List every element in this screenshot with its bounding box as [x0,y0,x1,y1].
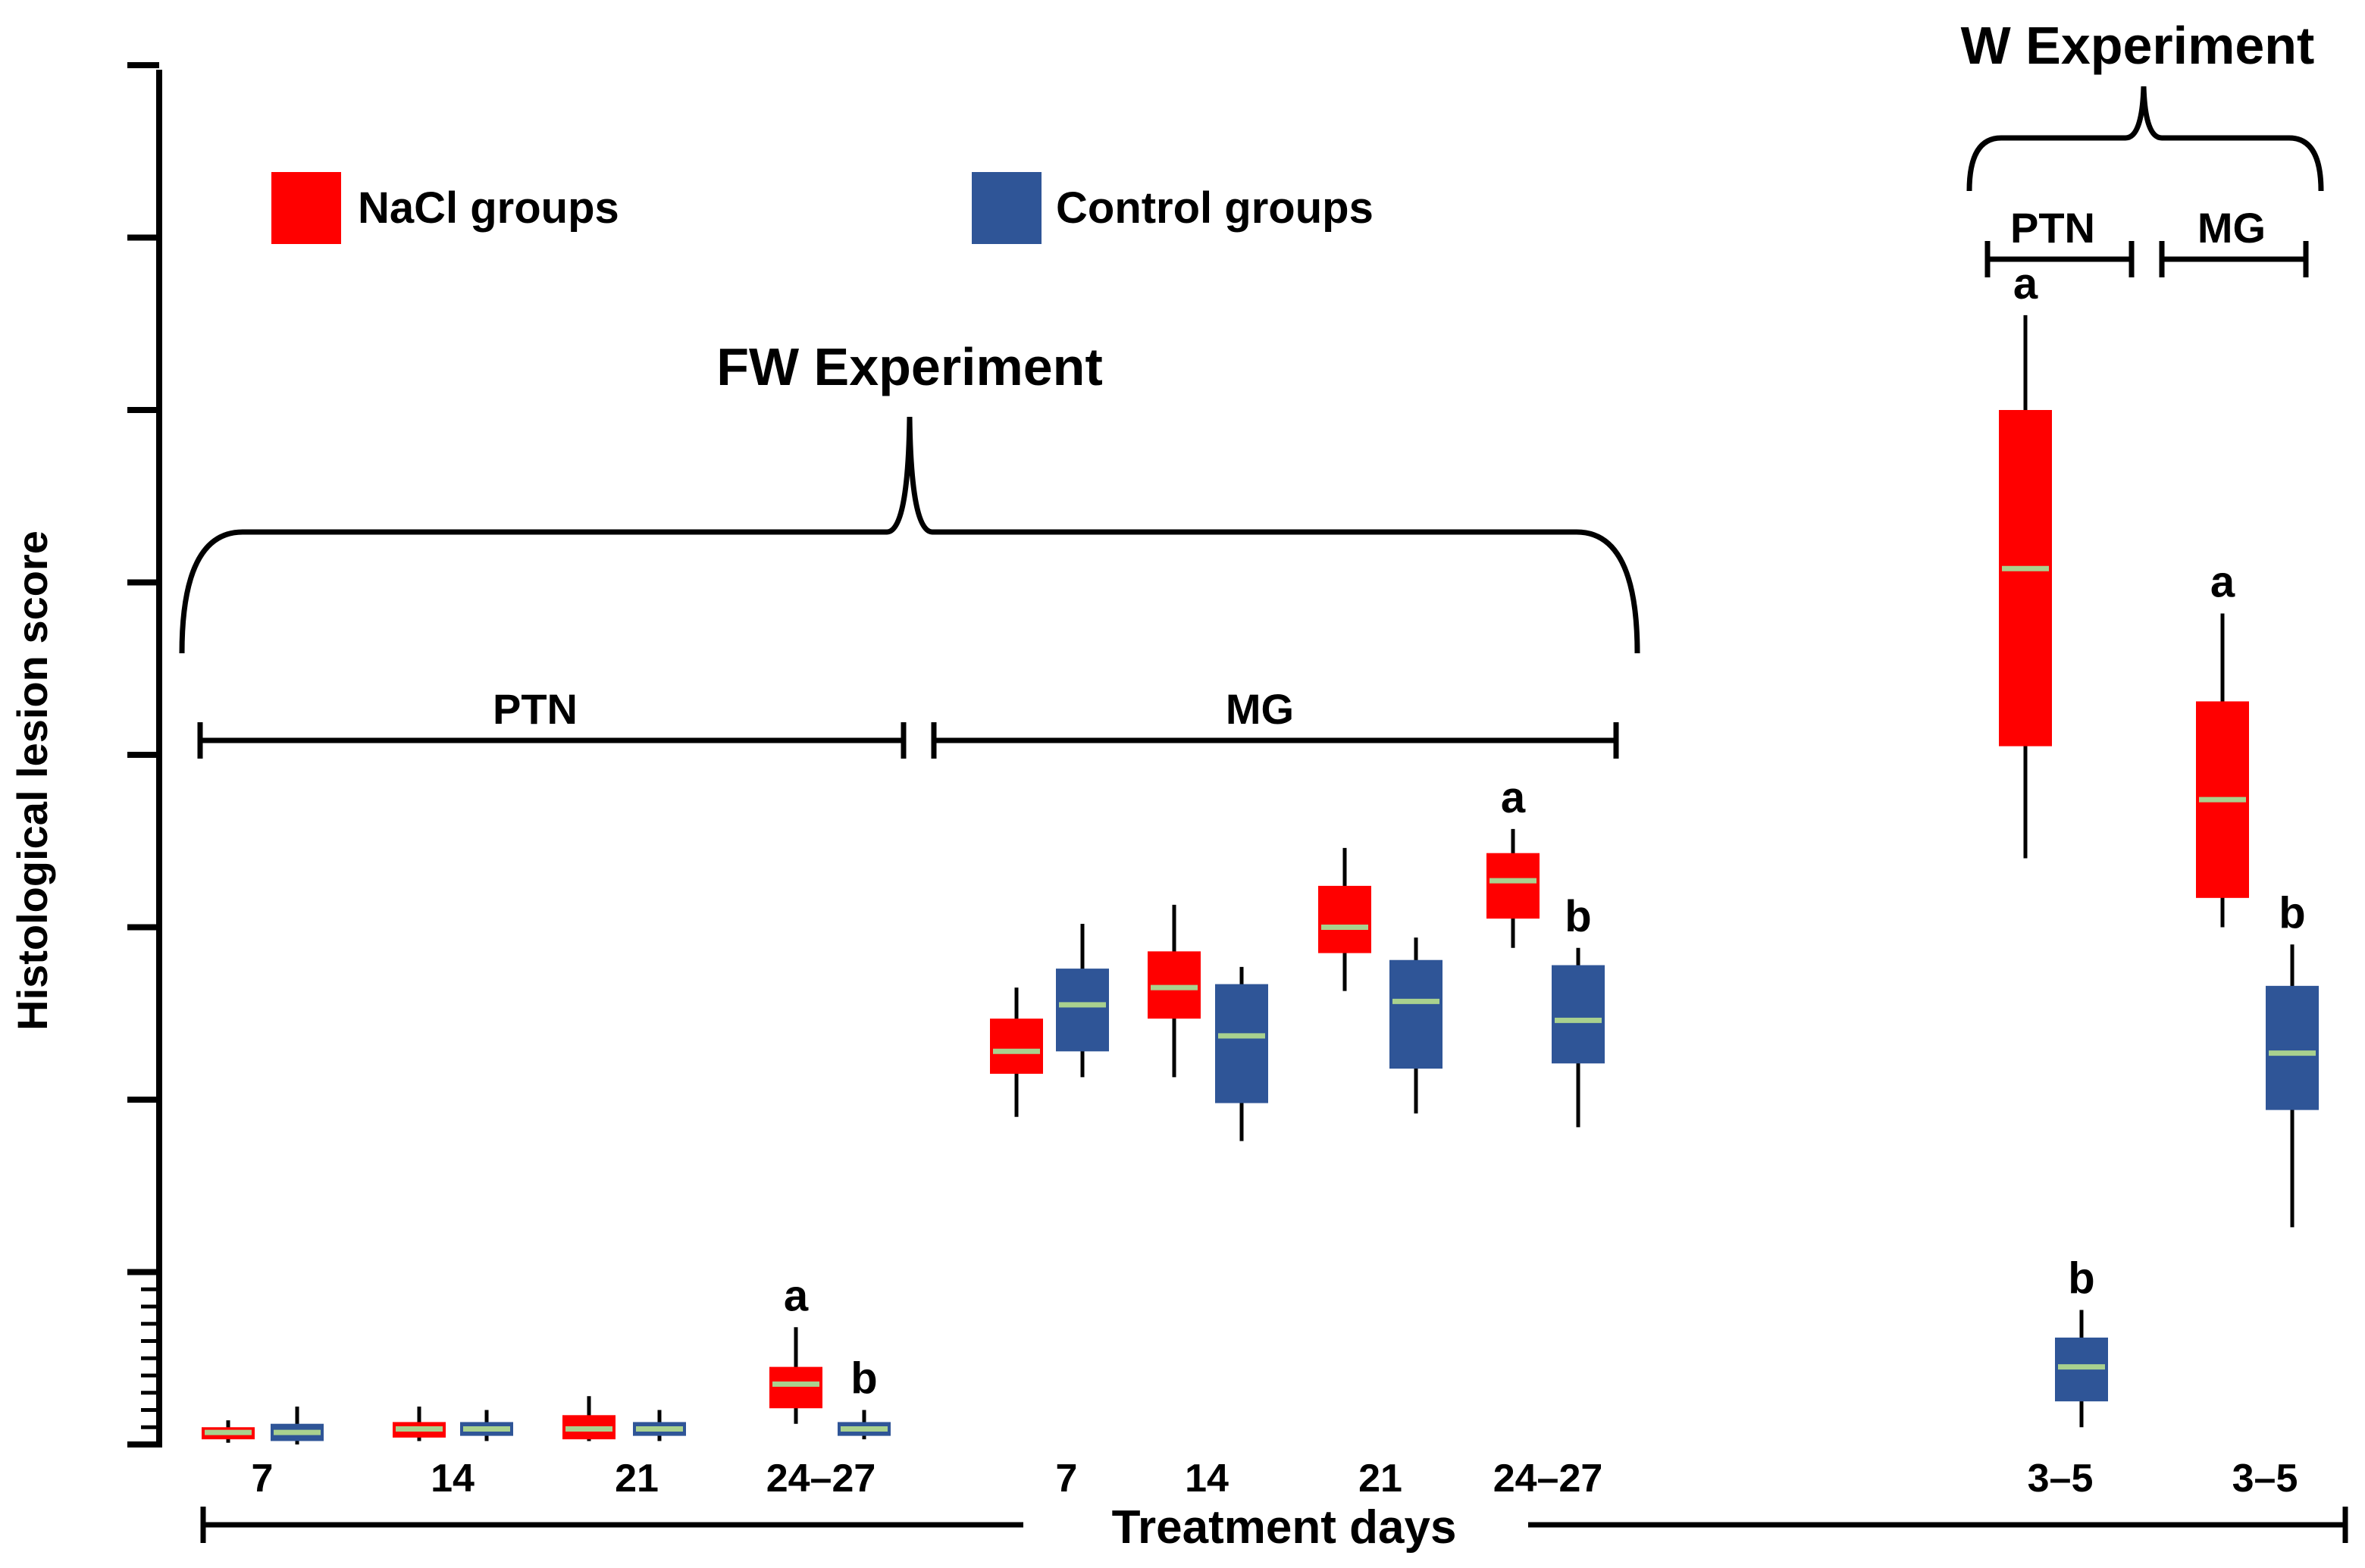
w-mg-label: MG [2197,204,2266,252]
significance-label: b [1565,892,1591,941]
box-w-ptn-nacl: a [1999,259,2052,859]
significance-label: a [784,1271,809,1320]
significance-label: a [1501,773,1526,822]
box-fw-mg-nacl [1148,904,1201,1078]
x-tick-label: 21 [1358,1457,1402,1501]
box-fw-ptn-control [633,1410,686,1441]
fw-experiment-brace [179,416,1640,654]
box-body [1486,853,1540,919]
box-fw-mg-nacl: a [1486,773,1540,948]
x-tick-label: 3–5 [2232,1457,2298,1501]
box-fw-ptn-nacl [562,1396,616,1441]
box-fw-mg-nacl [1318,847,1371,991]
box-fw-ptn-control: b [838,1354,891,1440]
box-fw-ptn-nacl [202,1420,255,1443]
w-experiment-brace [1966,86,2324,192]
box-body [769,1366,822,1409]
legend-label-nacl: NaCl groups [358,183,619,233]
box-body [1552,965,1605,1064]
box-fw-mg-control: b [1552,892,1605,1128]
x-tick-label: 14 [431,1457,475,1501]
legend-label-control: Control groups [1056,183,1374,233]
x-tick-label: 7 [1056,1457,1078,1501]
box-fw-mg-control [1389,937,1442,1114]
x-tick-label: 24–27 [766,1457,876,1501]
box-body [990,1019,1043,1074]
box-fw-ptn-nacl [393,1406,446,1441]
box-fw-ptn-nacl: a [769,1271,822,1424]
box-w-mg-control: b [2266,888,2319,1228]
box-w-mg-nacl: a [2196,557,2249,928]
fw-experiment-title: FW Experiment [716,337,1103,396]
x-axis-label: Treatment days [1112,1501,1457,1554]
box-fw-ptn-control [271,1406,324,1444]
box-body [1389,959,1442,1069]
y-axis-ticks [127,62,159,1448]
fw-mg-label: MG [1226,685,1294,733]
x-tick-label: 7 [252,1457,274,1501]
x-tick-label: 24–27 [1493,1457,1603,1501]
box-body [1318,885,1371,953]
box-body [2266,985,2319,1110]
x-tick-label: 14 [1185,1457,1229,1501]
x-tick-label: 21 [615,1457,659,1501]
box-fw-ptn-control [460,1410,513,1441]
legend-swatch-nacl [271,172,341,244]
significance-label: b [850,1354,877,1404]
box-fw-mg-control [1056,923,1109,1078]
box-w-ptn-control: b [2055,1254,2108,1428]
significance-label: b [2279,888,2305,937]
box-body [1215,984,1268,1103]
box-body [1999,410,2052,746]
significance-label: a [2210,557,2235,606]
box-body [1056,969,1109,1052]
significance-label: a [2013,259,2038,308]
significance-label: b [2068,1254,2094,1304]
fw-ptn-label: PTN [493,685,578,733]
x-tick-label: 3–5 [2028,1457,2094,1501]
w-experiment-title: W Experiment [1961,16,2315,75]
legend-swatch-control [972,172,1042,244]
box-fw-mg-nacl [990,987,1043,1117]
w-ptn-label: PTN [2010,204,2095,252]
box-fw-mg-control [1215,966,1268,1141]
y-axis-label: Histological lesion score [8,530,56,1031]
